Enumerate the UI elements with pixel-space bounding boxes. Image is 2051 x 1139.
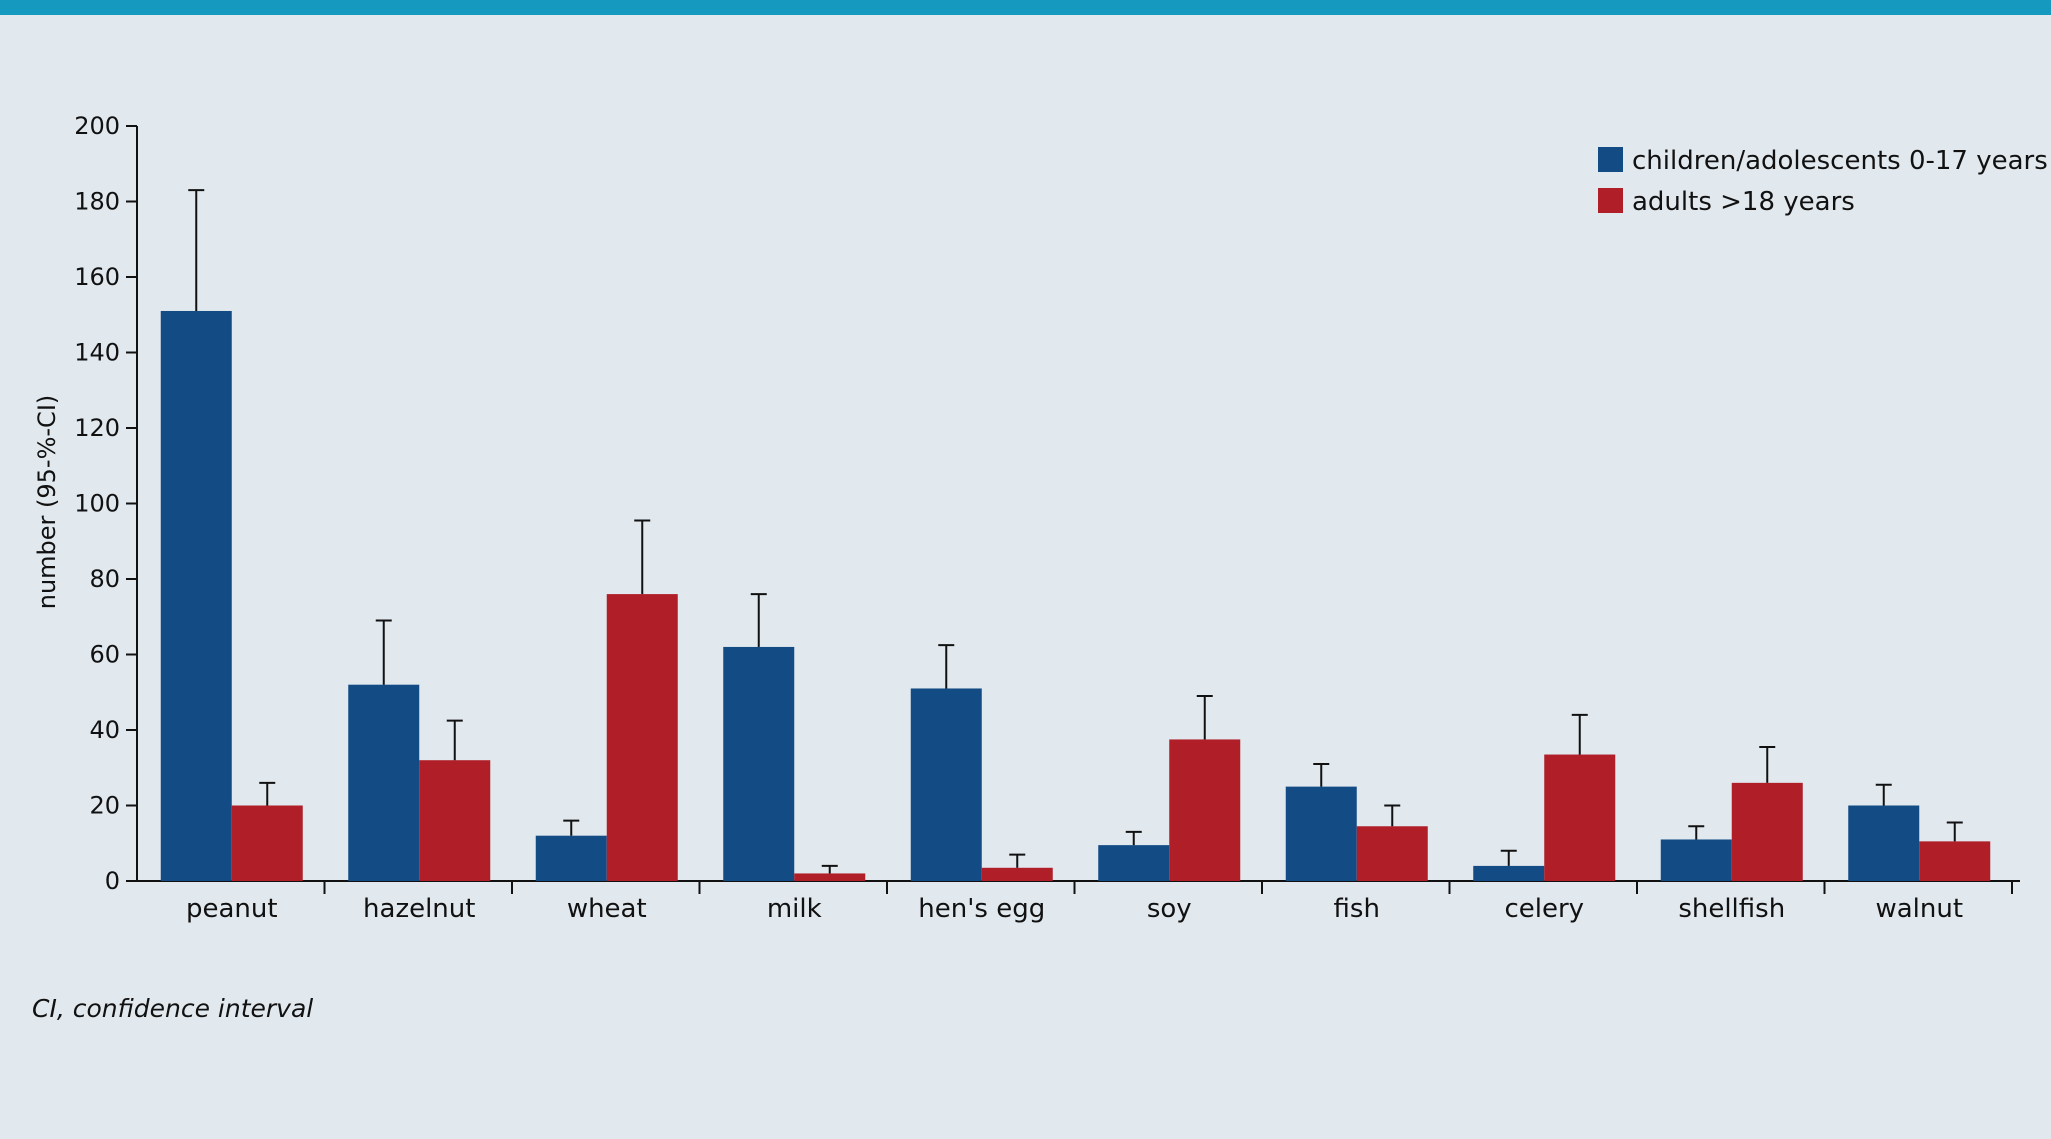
bar-children (160, 310, 232, 882)
y-tick-label: 140 (74, 339, 120, 367)
bar-adults (606, 594, 678, 881)
bar-children (1660, 839, 1732, 881)
bar-children (348, 684, 420, 881)
x-category-label: walnut (1875, 894, 1963, 924)
bars (160, 310, 1991, 882)
legend-label: children/adolescents 0-17 years (1632, 146, 2048, 176)
y-tick-label: 180 (74, 188, 120, 216)
bar-children (1848, 805, 1920, 881)
bar-adults (231, 805, 303, 881)
top-accent-bar (0, 0, 2051, 15)
y-axis-title: number (95-%-CI) (33, 395, 61, 610)
bar-children (723, 646, 795, 881)
bar-adults (1356, 826, 1428, 881)
bar-children (535, 835, 607, 881)
x-axis: peanut hazelnut wheat milk hen's egg soy fish c… (137, 880, 2020, 924)
legend-label: adults >18 years (1632, 187, 1855, 217)
bar-children (1473, 865, 1545, 881)
y-tick-label: 160 (74, 263, 120, 291)
y-tick-label: 20 (89, 792, 120, 820)
x-category-label: celery (1504, 894, 1584, 924)
legend: children/adolescents 0-17 years adults >1… (1598, 146, 2048, 217)
x-category-label: hazelnut (363, 894, 475, 924)
bar-adults (1169, 739, 1241, 881)
y-tick-label: 0 (105, 867, 120, 895)
x-category-label: shellfish (1678, 894, 1785, 924)
bar-children (1285, 786, 1357, 881)
x-category-label: milk (767, 894, 822, 924)
y-tick-label: 40 (89, 716, 120, 744)
bar-children (1098, 845, 1170, 881)
error-bars (188, 189, 1963, 874)
bar-children (910, 688, 982, 881)
y-axis: 0 20 40 60 80 100 120 140 160 180 200 (74, 112, 138, 895)
y-tick-label: 60 (89, 641, 120, 669)
y-tick-label: 80 (89, 565, 120, 593)
x-category-label: peanut (186, 894, 278, 924)
x-category-label: wheat (567, 894, 647, 924)
bar-adults (1544, 754, 1616, 881)
y-tick-label: 100 (74, 490, 120, 518)
y-tick-label: 200 (74, 112, 120, 140)
bar-adults (1919, 841, 1991, 881)
bar-adults (419, 760, 491, 881)
x-category-label: hen's egg (918, 894, 1045, 924)
footnote: CI, confidence interval (32, 994, 314, 1023)
bar-adults (794, 873, 866, 881)
legend-swatch (1598, 188, 1623, 213)
y-tick-label: 120 (74, 414, 120, 442)
bar-adults (1731, 782, 1803, 881)
x-category-label: fish (1334, 894, 1380, 924)
x-category-label: soy (1147, 894, 1192, 924)
bar-adults (981, 867, 1053, 881)
legend-swatch (1598, 147, 1623, 172)
